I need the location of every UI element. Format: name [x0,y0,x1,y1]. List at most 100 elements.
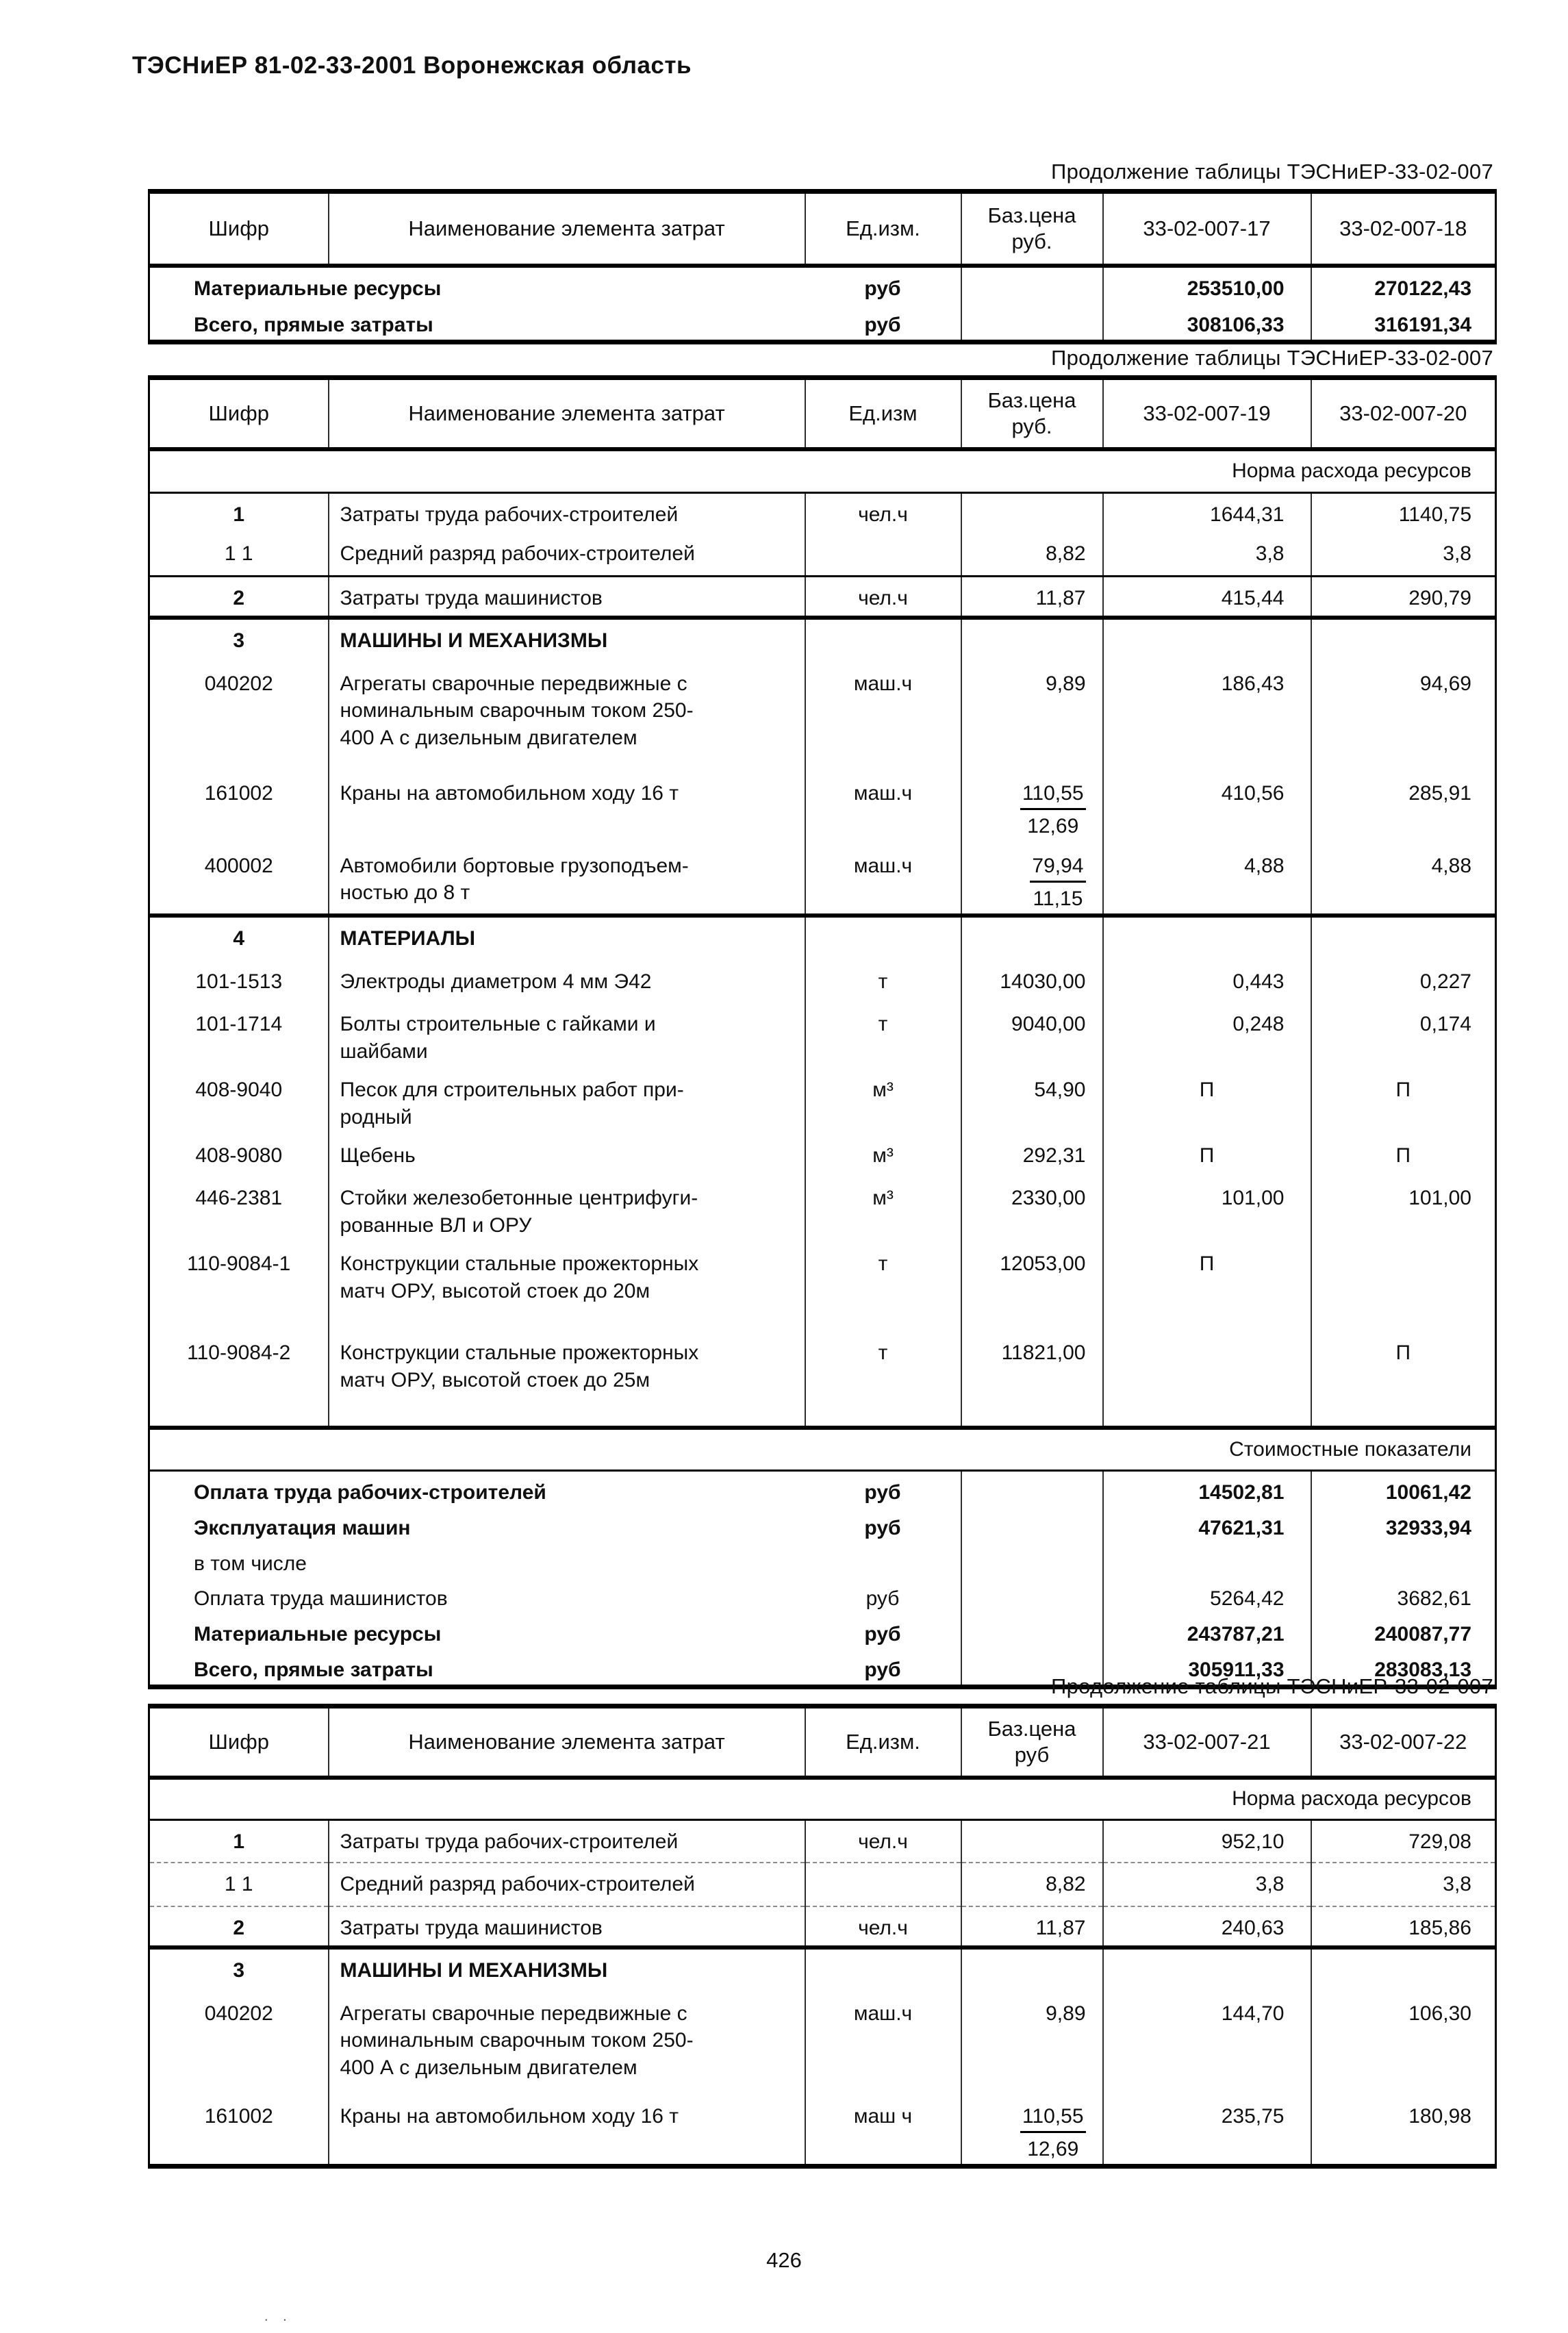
value-cell: 240087,77 [1374,1623,1471,1646]
header-row: Шифр Наименование элемента затрат Ед.изм. Б… [149,1706,1496,1778]
resource-name: Болты строительные с гайками и шайбами [328,1003,806,1070]
unit-cell: чел.ч [805,1906,962,1947]
unit-cell: чел.ч [805,1819,962,1863]
base-price-cell: 9,89 [961,662,1104,772]
base-price-cell: 110,55 12,69 [961,772,1104,845]
base-price-cell: 11821,00 [961,1332,1104,1428]
value-cell: 305911,33 [1102,1649,1312,1687]
resource-code: 1 [149,1819,329,1863]
unit-cell: маш.ч [805,844,962,916]
column-header: 33-02-007-18 [1339,216,1467,240]
base-price-cell [961,1819,1104,1863]
column-header: Наименование элемента затрат [328,1706,806,1778]
column-header: Баз.цена руб [961,1706,1104,1778]
section-title: МАШИНЫ И МЕХАНИЗМЫ [328,1947,806,1993]
base-price-cell [961,916,1104,961]
table-row: 101-1714 Болты строительные с гайками и ш… [149,1003,1496,1070]
unit-cell: руб [805,265,962,304]
value-cell: 1140,75 [1398,503,1471,526]
resource-code: 101-1513 [149,961,329,1004]
resource-code: 040202 [149,1992,329,2095]
resource-code: 408-9040 [149,1069,329,1135]
value-cell: 10061,42 [1385,1480,1471,1504]
unit-cell: маш ч [805,2095,962,2167]
column-header: Шифр [149,191,329,266]
resource-name: Затраты труда рабочих-строителей [328,492,806,533]
value-cell [1311,618,1496,663]
table-row: Оплата труда рабочих-строителей руб 14502,… [149,1470,1496,1507]
value-cell: 32933,94 [1385,1516,1471,1539]
value-cell: 185,86 [1408,1916,1471,1939]
base-price-cell [961,1506,1104,1543]
value-cell: 253510,00 [1102,265,1312,304]
column-header: Ед.изм [805,377,962,449]
value-cell: П [1395,1079,1411,1102]
base-price-cell: 2330,00 [961,1177,1104,1244]
table-row: 400002 Автомобили бортовые грузоподъем- н… [149,844,1496,916]
value-cell: 14502,81 [1102,1470,1312,1507]
value-cell: 144,70 [1102,1992,1312,2095]
base-price-cell [961,1613,1104,1650]
value-cell: 952,10 [1102,1819,1312,1863]
resource-name: Электроды диаметром 4 мм Э42 [328,961,806,1004]
table-row: 040202 Агрегаты сварочные передвижные с н… [149,1992,1496,2095]
header-row: Шифр Наименование элемента затрат Ед.изм. Б… [149,191,1496,266]
header-row: Шифр Наименование элемента затрат Ед.изм Ба… [149,377,1496,449]
resource-name: Краны на автомобильном ходу 16 т [328,2095,806,2167]
resource-code: 1 1 [149,532,329,577]
resource-code: 1 [149,492,329,533]
summary-label: в том числе [194,1552,307,1575]
table-row: 446-2381 Стойки железобетонные центрифуги… [149,1177,1496,1244]
value-cell: 4,88 [1102,844,1312,916]
value-cell [1311,1543,1496,1578]
table-block-1: Продолжение таблицы ТЭСНиЕР-33-02-007 Ши… [148,160,1497,344]
value-cell: П [1102,1243,1312,1333]
resource-code: 110-9084-1 [149,1243,329,1333]
column-header: 33-02-007-20 [1339,401,1467,425]
resource-code: 408-9080 [149,1135,329,1178]
resource-code: 161002 [149,2095,329,2167]
table-row: 1 Затраты труда рабочих-строителей чел.ч 95… [149,1819,1496,1863]
table-row: Материальные ресурсы руб 243787,21 240087,7… [149,1613,1496,1650]
base-price-cell [961,1578,1104,1614]
section-code: 3 [149,617,329,663]
table-row: 408-9080 Щебень м³ 292,31 П П [149,1135,1496,1178]
base-price-cell [961,1470,1104,1507]
base-price-cell: 9,89 [961,1992,1104,2095]
base-price-cell [961,1649,1104,1687]
table-row: 408-9040 Песок для строительных работ при… [149,1069,1496,1135]
value-cell: 0,174 [1419,1013,1471,1036]
value-cell: 94,69 [1419,672,1471,695]
subheader-label: Норма расхода ресурсов [1232,459,1471,482]
value-cell: 101,00 [1408,1187,1471,1210]
value-cell: 101,00 [1102,1177,1312,1244]
section-code: 4 [149,916,329,961]
unit-cell: м³ [805,1135,962,1178]
unit-cell: маш.ч [805,1992,962,2095]
base-price-cell: 8,82 [961,532,1104,577]
table-caption: Продолжение таблицы ТЭСНиЕР-33-02-007 [1050,160,1493,184]
unit-cell: руб [805,303,962,342]
cost-table-007-19-20: Шифр Наименование элемента затрат Ед.изм Ба… [148,375,1497,1690]
value-cell: 3,8 [1102,532,1312,577]
value-cell: 3682,61 [1397,1587,1471,1611]
unit-cell: маш.ч [805,772,962,845]
table-row: 4 МАТЕРИАЛЫ [149,916,1496,961]
table-row: в том числе [149,1542,1496,1578]
base-price-cell: 110,55 12,69 [961,2095,1104,2167]
subheader-label: Стоимостные показатели [1229,1437,1471,1461]
unit-cell: руб [805,1578,962,1614]
summary-label: Оплата труда рабочих-строителей [194,1480,546,1504]
cost-table-007-21-22: Шифр Наименование элемента затрат Ед.изм. Б… [148,1704,1497,2169]
column-header: Наименование элемента затрат [328,377,806,449]
value-cell: 283083,13 [1374,1659,1471,1682]
resource-name: Щебень [328,1135,806,1178]
resource-code: 040202 [149,662,329,772]
value-cell: 0,443 [1102,961,1312,1004]
value-cell [1102,1332,1312,1428]
base-price-cell: 11,87 [961,576,1104,618]
resource-name: Песок для строительных работ при- родный [328,1069,806,1135]
base-price-cell: 79,94 11,15 [961,844,1104,916]
table-row: 1 1 Средний разряд рабочих-строителей 8,82… [149,1862,1496,1906]
